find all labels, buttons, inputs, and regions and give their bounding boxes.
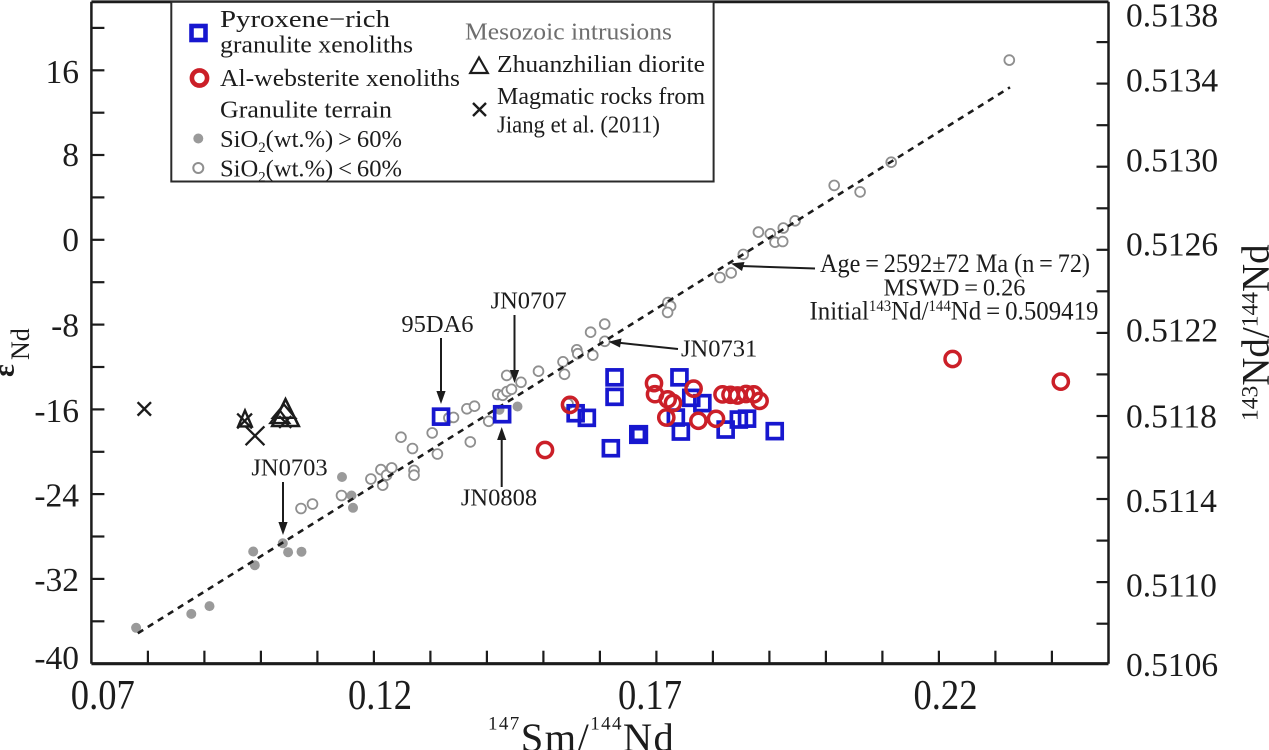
svg-text:0.5138: 0.5138 bbox=[1126, 0, 1218, 35]
svg-text:-32: -32 bbox=[34, 562, 79, 599]
svg-text:-16: -16 bbox=[34, 393, 79, 430]
svg-text:0: 0 bbox=[62, 222, 79, 259]
svg-text:Age = 2592±72 Ma (n = 72): Age = 2592±72 Ma (n = 72) bbox=[820, 248, 1090, 278]
svg-text:JN0707: JN0707 bbox=[491, 288, 567, 315]
svg-text:-40: -40 bbox=[34, 640, 79, 677]
svg-text:Pyroxene−rich: Pyroxene−rich bbox=[220, 7, 390, 33]
svg-text:granulite xenoliths: granulite xenoliths bbox=[220, 33, 413, 59]
svg-text:143Nd/144Nd: 143Nd/144Nd bbox=[1235, 244, 1269, 421]
svg-text:0.5114: 0.5114 bbox=[1126, 483, 1217, 520]
svg-text:ε: ε bbox=[0, 364, 21, 377]
svg-text:16: 16 bbox=[46, 54, 80, 91]
svg-text:0.22: 0.22 bbox=[914, 673, 978, 719]
svg-text:SiO2(wt.%) < 60%: SiO2(wt.%) < 60% bbox=[220, 157, 402, 186]
svg-text:0.5106: 0.5106 bbox=[1126, 647, 1218, 684]
svg-text:0.5126: 0.5126 bbox=[1126, 227, 1218, 264]
svg-text:0.07: 0.07 bbox=[71, 673, 135, 719]
svg-text:JN0808: JN0808 bbox=[461, 485, 537, 512]
svg-text:MSWD = 0.26: MSWD = 0.26 bbox=[884, 276, 1026, 302]
svg-text:0.5122: 0.5122 bbox=[1126, 313, 1218, 350]
svg-text:-24: -24 bbox=[34, 478, 79, 515]
svg-text:Magmatic rocks from: Magmatic rocks from bbox=[497, 84, 705, 110]
svg-text:95DA6: 95DA6 bbox=[401, 311, 473, 338]
svg-text:Mesozoic intrusions: Mesozoic intrusions bbox=[465, 20, 672, 46]
svg-text:-8: -8 bbox=[51, 307, 79, 344]
svg-text:0.5134: 0.5134 bbox=[1126, 63, 1218, 100]
svg-text:0.5110: 0.5110 bbox=[1126, 568, 1217, 605]
svg-text:Zhuanzhilian diorite: Zhuanzhilian diorite bbox=[497, 52, 705, 78]
svg-text:0.12: 0.12 bbox=[348, 673, 412, 719]
svg-text:147Sm/144Nd: 147Sm/144Nd bbox=[488, 714, 675, 750]
svg-text:Jiang et al. (2011): Jiang et al. (2011) bbox=[497, 113, 660, 139]
svg-text:0.17: 0.17 bbox=[618, 673, 682, 719]
svg-text:Al-websterite xenoliths: Al-websterite xenoliths bbox=[220, 66, 460, 92]
svg-text:8: 8 bbox=[62, 137, 79, 174]
svg-text:Nd: Nd bbox=[6, 328, 35, 360]
svg-text:Granulite terrain: Granulite terrain bbox=[220, 98, 392, 124]
svg-text:0.5130: 0.5130 bbox=[1126, 143, 1218, 180]
svg-text:SiO2(wt.%) > 60%: SiO2(wt.%) > 60% bbox=[220, 127, 402, 156]
svg-text:0.5118: 0.5118 bbox=[1126, 399, 1217, 436]
svg-text:JN0731: JN0731 bbox=[681, 336, 757, 363]
svg-text:JN0703: JN0703 bbox=[251, 455, 327, 482]
svg-text:Initial143Nd/144Nd = 0.509419: Initial143Nd/144Nd = 0.509419 bbox=[810, 297, 1099, 326]
